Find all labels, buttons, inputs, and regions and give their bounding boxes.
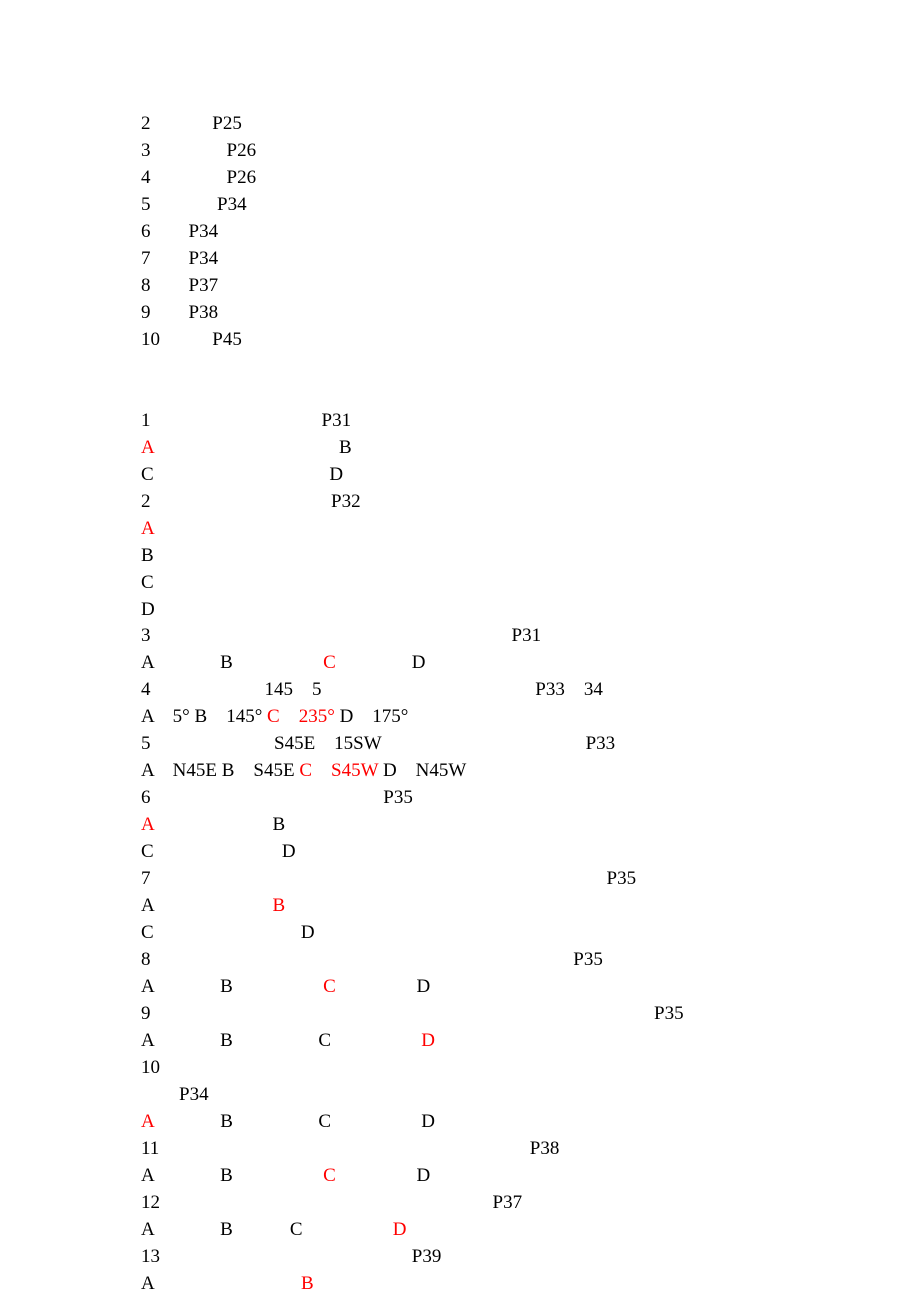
answer-highlight: B bbox=[272, 895, 285, 916]
qa-line: 10 bbox=[141, 1055, 840, 1082]
qa-line: C bbox=[141, 570, 840, 597]
text-run: 9 P35 bbox=[141, 1003, 684, 1024]
qa-line: A B bbox=[141, 1271, 840, 1298]
answer-highlight: C S45W bbox=[299, 760, 378, 781]
text-run: 6 P35 bbox=[141, 787, 413, 808]
list-line: 7 P34 bbox=[141, 246, 840, 273]
qa-line: 3 P31 bbox=[141, 623, 840, 650]
text-run: B bbox=[154, 814, 285, 835]
qa-line: 5 S45E 15SW P33 bbox=[141, 731, 840, 758]
qa-line: C D bbox=[141, 462, 840, 489]
answer-highlight: B bbox=[301, 1273, 314, 1294]
answer-highlight: A bbox=[141, 1111, 154, 1132]
text-run: C D bbox=[141, 922, 315, 943]
text-run: 8 P35 bbox=[141, 949, 603, 970]
answer-highlight: D bbox=[393, 1219, 407, 1240]
text-run: 5 S45E 15SW P33 bbox=[141, 733, 615, 754]
section-top-list: 2 P253 P264 P265 P346 P347 P348 P379 P38… bbox=[141, 111, 840, 354]
qa-line: 2 P32 bbox=[141, 489, 840, 516]
text-run: A bbox=[141, 895, 272, 916]
qa-line: 12 P37 bbox=[141, 1190, 840, 1217]
qa-line: A B C D bbox=[141, 1028, 840, 1055]
qa-line: A B C D bbox=[141, 650, 840, 677]
list-line: 8 P37 bbox=[141, 273, 840, 300]
text-run: D bbox=[336, 976, 430, 997]
text-run: 1 P31 bbox=[141, 410, 351, 431]
text-run: 4 145 5 P33 34 bbox=[141, 679, 603, 700]
text-run: 3 P31 bbox=[141, 625, 541, 646]
text-run: A B bbox=[141, 976, 323, 997]
text-run: P34 bbox=[141, 1084, 209, 1105]
section-qa-list: 1 P31A BC D2 P32ABCD3 bbox=[141, 408, 840, 1298]
answer-highlight: A bbox=[141, 437, 154, 458]
qa-line: C D bbox=[141, 920, 840, 947]
answer-highlight: A bbox=[141, 814, 154, 835]
text-run: C bbox=[141, 572, 154, 593]
text-run: C D bbox=[141, 464, 343, 485]
answer-highlight: D bbox=[421, 1030, 435, 1051]
qa-line: A B bbox=[141, 893, 840, 920]
text-run: A bbox=[141, 1273, 301, 1294]
qa-line: 4 145 5 P33 34 bbox=[141, 677, 840, 704]
text-run: 2 P32 bbox=[141, 491, 361, 512]
qa-line: C D bbox=[141, 839, 840, 866]
text-run: 12 P37 bbox=[141, 1192, 522, 1213]
answer-highlight: C bbox=[323, 652, 336, 673]
qa-line: 11 P38 bbox=[141, 1136, 840, 1163]
text-run: B C D bbox=[154, 1111, 435, 1132]
answer-highlight: A bbox=[141, 518, 155, 539]
text-run: B bbox=[141, 545, 154, 566]
text-run: A B bbox=[141, 1165, 323, 1186]
qa-line: 7 P35 bbox=[141, 866, 840, 893]
qa-line: 6 P35 bbox=[141, 785, 840, 812]
qa-line: 9 P35 bbox=[141, 1001, 840, 1028]
text-run: D bbox=[336, 1165, 430, 1186]
qa-line: 1 P31 bbox=[141, 408, 840, 435]
qa-line: 8 P35 bbox=[141, 947, 840, 974]
qa-line: P34 bbox=[141, 1082, 840, 1109]
text-run: A 5° B 145° bbox=[141, 706, 267, 727]
list-line: 10 P45 bbox=[141, 327, 840, 354]
text-run: 7 P35 bbox=[141, 868, 636, 889]
qa-line: A B C D bbox=[141, 1163, 840, 1190]
text-run: 13 P39 bbox=[141, 1246, 441, 1267]
qa-line: A N45E B S45E C S45W D N45W bbox=[141, 758, 840, 785]
text-run: D 175° bbox=[335, 706, 409, 727]
list-line: 4 P26 bbox=[141, 165, 840, 192]
document-page: 2 P253 P264 P265 P346 P347 P348 P379 P38… bbox=[0, 0, 920, 1302]
text-run: A B bbox=[141, 652, 323, 673]
text-run: 11 P38 bbox=[141, 1138, 559, 1159]
text-run: 10 bbox=[141, 1057, 160, 1078]
qa-line: A B C D bbox=[141, 1217, 840, 1244]
qa-line: A bbox=[141, 516, 840, 543]
section-spacer bbox=[141, 354, 840, 408]
answer-highlight: C bbox=[323, 1165, 336, 1186]
qa-line: A B bbox=[141, 435, 840, 462]
qa-line: A B bbox=[141, 812, 840, 839]
text-run: B bbox=[154, 437, 352, 458]
qa-line: A 5° B 145° C 235° D 175° bbox=[141, 704, 840, 731]
text-run: A N45E B S45E bbox=[141, 760, 299, 781]
text-run: D bbox=[141, 599, 155, 620]
answer-highlight: C bbox=[323, 976, 336, 997]
list-line: 3 P26 bbox=[141, 138, 840, 165]
list-line: 9 P38 bbox=[141, 300, 840, 327]
list-line: 5 P34 bbox=[141, 192, 840, 219]
list-line: 6 P34 bbox=[141, 219, 840, 246]
answer-highlight: C 235° bbox=[267, 706, 335, 727]
text-run: D N45W bbox=[378, 760, 466, 781]
text-run: C D bbox=[141, 841, 296, 862]
qa-line: A B C D bbox=[141, 974, 840, 1001]
qa-line: D bbox=[141, 597, 840, 624]
text-run: D bbox=[336, 652, 426, 673]
text-run: A B C bbox=[141, 1030, 421, 1051]
qa-line: 13 P39 bbox=[141, 1244, 840, 1271]
qa-line: B bbox=[141, 543, 840, 570]
text-run: A B C bbox=[141, 1219, 393, 1240]
list-line: 2 P25 bbox=[141, 111, 840, 138]
qa-line: A B C D bbox=[141, 1109, 840, 1136]
